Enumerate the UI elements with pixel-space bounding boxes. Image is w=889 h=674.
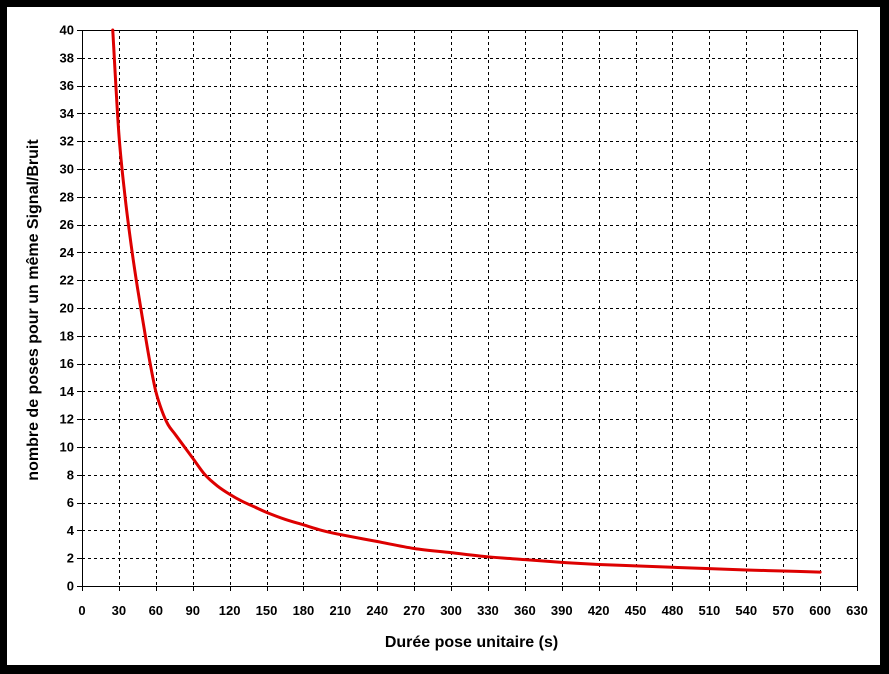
x-tick-label: 630 (846, 603, 868, 618)
x-tick-label: 240 (366, 603, 388, 618)
y-tick-label: 22 (60, 273, 74, 288)
x-tick-label: 480 (662, 603, 684, 618)
y-tick-label: 28 (60, 189, 74, 204)
y-tick-label: 10 (60, 440, 74, 455)
x-tick-label: 210 (329, 603, 351, 618)
y-tick-label: 2 (67, 551, 74, 566)
x-tick-label: 390 (551, 603, 573, 618)
y-tick-label: 40 (60, 23, 74, 38)
y-tick-label: 24 (60, 245, 75, 260)
y-tick-label: 36 (60, 78, 74, 93)
y-tick-label: 8 (67, 467, 74, 482)
x-tick-label: 330 (477, 603, 499, 618)
grid-layer (82, 30, 857, 586)
x-tick-label: 270 (403, 603, 425, 618)
y-tick-label: 6 (67, 495, 74, 510)
y-tick-label: 4 (67, 523, 75, 538)
x-tick-label: 510 (699, 603, 721, 618)
x-tick-label: 420 (588, 603, 610, 618)
y-tick-label: 18 (60, 328, 74, 343)
x-tick-label: 450 (625, 603, 647, 618)
axis-layer (77, 30, 858, 591)
x-tick-label: 30 (112, 603, 126, 618)
y-tick-label: 20 (60, 301, 74, 316)
y-axis-title: nombre de poses pour un même Signal/Brui… (25, 139, 42, 481)
x-tick-label: 120 (219, 603, 241, 618)
x-tick-label: 90 (185, 603, 199, 618)
y-tick-label: 30 (60, 162, 74, 177)
y-tick-label: 16 (60, 356, 74, 371)
y-tick-label: 26 (60, 217, 74, 232)
x-axis-title: Durée pose unitaire (s) (385, 634, 558, 651)
series-layer (111, 28, 822, 574)
y-tick-label: 12 (60, 412, 74, 427)
x-tick-label: 600 (809, 603, 831, 618)
x-tick-label: 150 (256, 603, 278, 618)
x-tick-labels: 0 30 60 90 120 150 180 210 240 270 300 330 360 390 420… (78, 603, 867, 618)
y-tick-label: 38 (60, 50, 74, 65)
series-line-0 (111, 28, 822, 574)
x-tick-label: 0 (78, 603, 85, 618)
x-tick-label: 180 (293, 603, 315, 618)
y-tick-label: 34 (60, 106, 75, 121)
y-tick-label: 32 (60, 134, 74, 149)
x-tick-label: 60 (149, 603, 163, 618)
y-tick-label: 0 (67, 579, 74, 594)
x-tick-label: 540 (735, 603, 757, 618)
x-tick-label: 570 (772, 603, 794, 618)
x-tick-label: 300 (440, 603, 462, 618)
y-tick-label: 14 (60, 384, 75, 399)
x-tick-label: 360 (514, 603, 536, 618)
